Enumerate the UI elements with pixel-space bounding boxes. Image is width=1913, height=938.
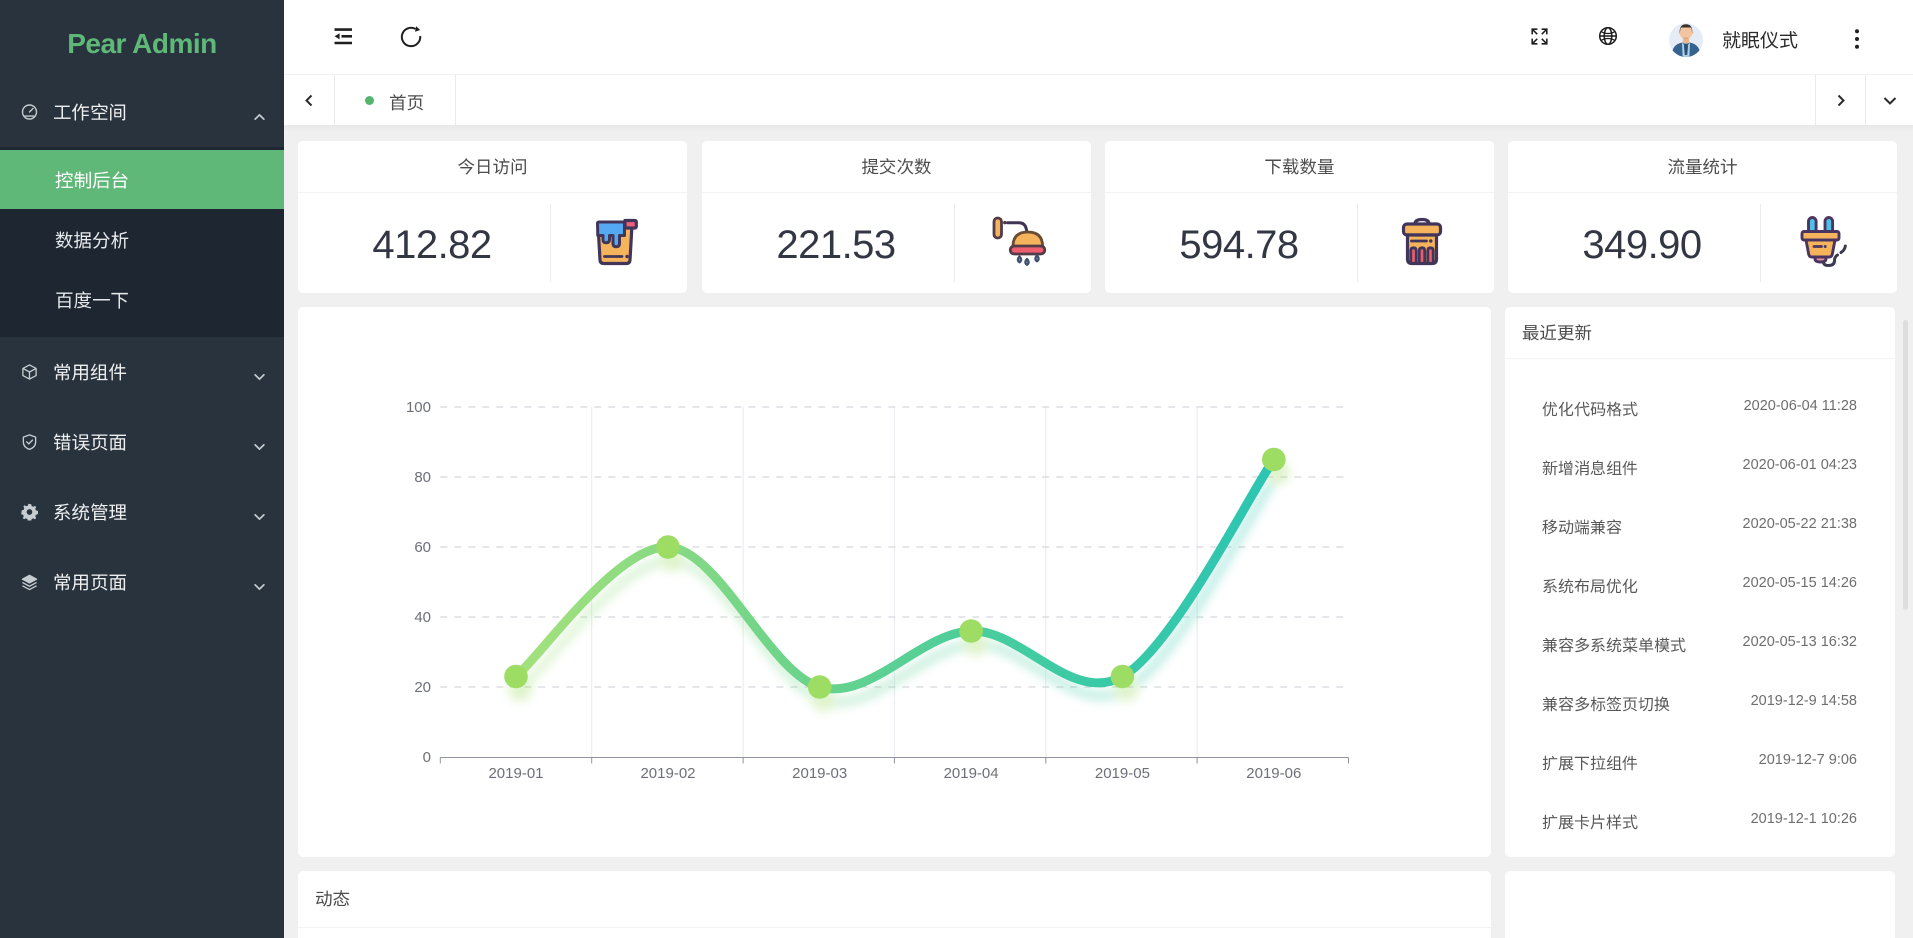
svg-text:20: 20: [414, 679, 431, 696]
svg-text:80: 80: [414, 469, 431, 486]
svg-text:2019-04: 2019-04: [944, 765, 999, 782]
svg-text:2019-03: 2019-03: [792, 765, 847, 782]
svg-text:60: 60: [414, 539, 431, 556]
svg-text:0: 0: [423, 749, 431, 766]
svg-text:2019-05: 2019-05: [1095, 765, 1150, 782]
svg-text:2019-02: 2019-02: [640, 765, 695, 782]
svg-text:40: 40: [414, 609, 431, 626]
svg-text:2019-01: 2019-01: [488, 765, 543, 782]
svg-text:2019-06: 2019-06: [1246, 765, 1301, 782]
svg-text:100: 100: [406, 399, 431, 416]
